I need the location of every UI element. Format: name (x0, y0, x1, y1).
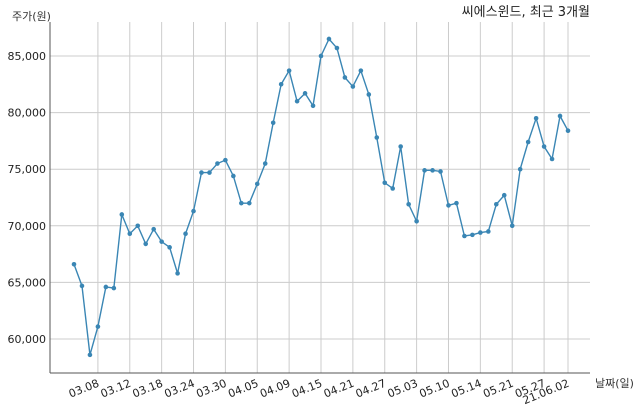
data-point (557, 113, 563, 119)
data-point (318, 53, 324, 59)
data-point (286, 68, 292, 73)
price-series (71, 36, 571, 358)
data-point (239, 200, 244, 206)
y-tick-label: 70,000 (8, 220, 47, 233)
axes (49, 22, 590, 374)
data-point (278, 81, 284, 87)
data-point (215, 161, 220, 166)
data-point (493, 201, 499, 207)
x-tick-label: 21.06.02 (521, 377, 571, 407)
y-tick-label: 85,000 (8, 50, 47, 63)
data-point (374, 135, 380, 140)
data-point (430, 168, 435, 173)
y-tick-label: 75,000 (8, 163, 47, 176)
x-tick-label: 03.12 (99, 377, 133, 401)
data-point (95, 324, 101, 329)
data-point (549, 156, 555, 162)
x-tick-label: 03.24 (163, 377, 197, 401)
data-point (270, 120, 276, 126)
data-point (119, 212, 125, 217)
y-tick-label: 65,000 (8, 276, 47, 289)
data-point (462, 233, 467, 239)
data-point (183, 231, 188, 237)
data-point (151, 226, 156, 232)
data-point (191, 208, 196, 214)
x-tick-label: 04.21 (322, 377, 356, 401)
grid (50, 22, 590, 373)
data-point (366, 92, 372, 97)
data-point (246, 200, 252, 206)
x-tick-labels: 03.0803.1203.1803.2403.3004.0504.0904.15… (67, 377, 571, 407)
x-axis-label: 날짜(일) (595, 376, 634, 390)
data-point (358, 68, 364, 73)
data-point (438, 169, 443, 174)
data-point (294, 98, 300, 104)
y-tick-labels: 60,000 65,000 70,000 75,000 80,000 85,000 (8, 50, 47, 346)
x-tick-label: 04.15 (290, 377, 324, 401)
data-point (342, 75, 348, 80)
data-point (127, 231, 133, 237)
data-point (310, 103, 316, 109)
x-tick-label: 04.09 (258, 377, 292, 401)
data-point (159, 239, 164, 244)
data-point (414, 218, 419, 224)
data-point (199, 170, 204, 175)
chart-title: 씨에스윈드, 최근 3개월 (462, 5, 590, 20)
data-point (382, 180, 388, 186)
data-point (71, 262, 77, 267)
data-point (350, 84, 356, 89)
data-point (446, 203, 451, 208)
data-point (111, 285, 117, 291)
data-point (231, 173, 236, 179)
data-point (79, 283, 85, 289)
data-point (302, 91, 308, 96)
y-tick-label: 60,000 (8, 333, 47, 346)
data-point (486, 229, 491, 234)
data-point (454, 200, 459, 206)
data-point (509, 223, 515, 229)
data-point (470, 232, 475, 238)
data-point (565, 128, 571, 133)
data-point (135, 223, 141, 229)
data-point (501, 192, 507, 198)
x-tick-label: 03.08 (67, 377, 101, 401)
data-point (103, 284, 109, 290)
data-point (533, 115, 539, 121)
y-axis-label: 주가(원) (12, 10, 51, 23)
data-point (390, 186, 396, 191)
data-point (406, 201, 411, 207)
x-tick-label: 04.05 (226, 377, 260, 401)
data-point (262, 161, 268, 166)
data-point (541, 144, 547, 149)
data-point (143, 241, 149, 247)
data-point (254, 181, 260, 187)
x-tick-label: 04.27 (354, 377, 388, 401)
x-tick-label: 05.03 (386, 377, 420, 401)
data-point (326, 36, 332, 42)
x-tick-label: 03.18 (131, 377, 165, 401)
data-point (207, 170, 212, 175)
data-point (517, 166, 523, 172)
x-tick-label: 05.10 (418, 377, 452, 401)
data-point (175, 271, 180, 276)
data-point (334, 45, 340, 51)
x-tick-label: 05.14 (449, 377, 483, 401)
y-tick-label: 80,000 (8, 107, 47, 120)
data-point (223, 157, 228, 163)
data-point (167, 245, 172, 250)
data-point (398, 144, 403, 149)
data-point (525, 139, 531, 145)
x-tick-label: 03.30 (194, 377, 228, 401)
data-point (478, 230, 483, 235)
x-tick-label: 05.21 (481, 377, 515, 401)
data-point (422, 168, 427, 173)
data-point (87, 352, 93, 358)
